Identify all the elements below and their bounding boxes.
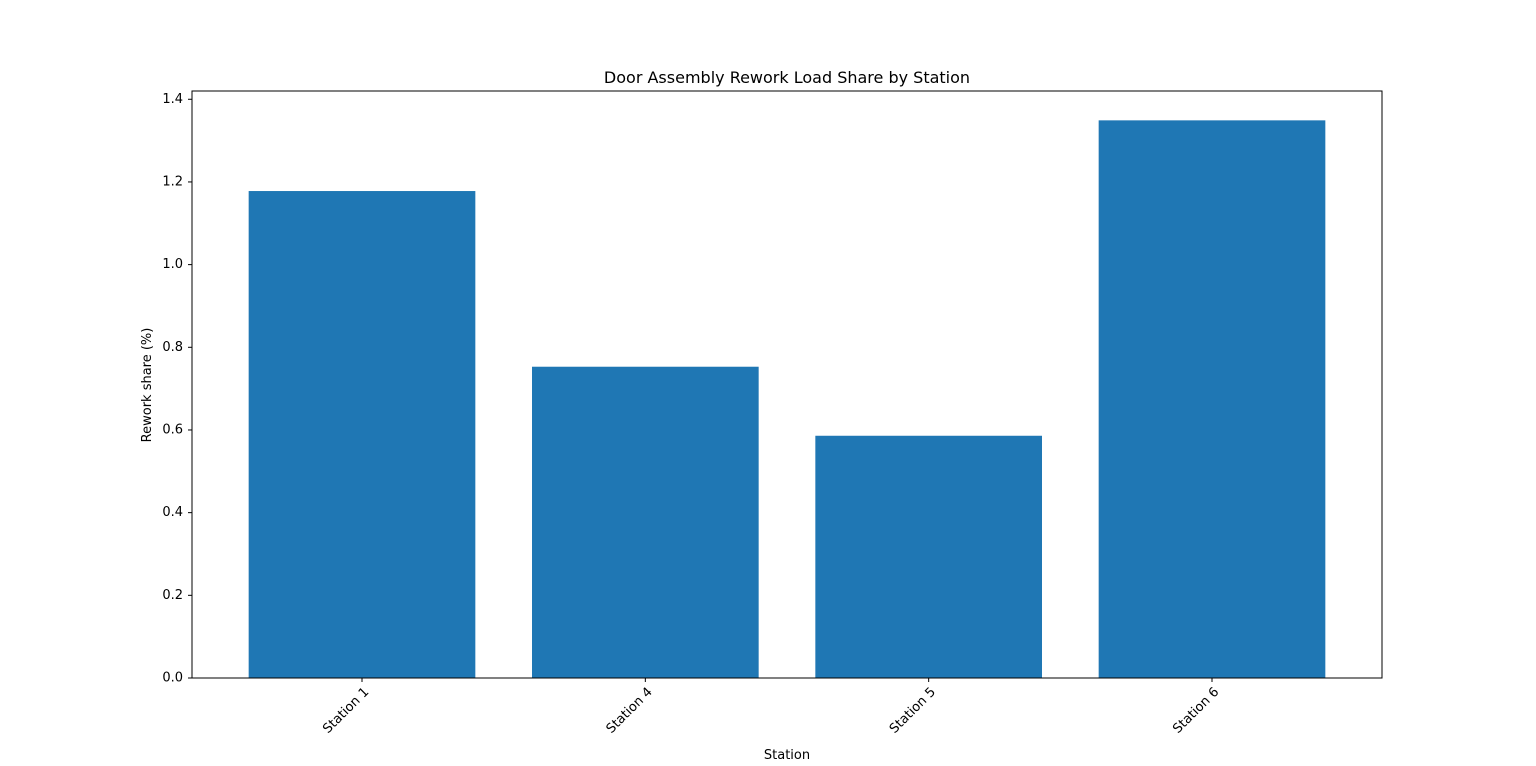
axes-frame [191,90,1383,679]
y-axis-label: Rework share (%) [140,328,155,443]
y-tick-label: 0.0 [162,671,183,686]
y-tick-label: 0.8 [162,340,183,355]
y-tick-label: 1.0 [162,257,183,272]
y-tick-label: 0.2 [162,588,183,603]
bar-station-6 [1098,120,1326,679]
bar-station-1 [248,191,476,678]
bar-station-5 [815,435,1042,678]
x-axis-label: Station [764,748,810,762]
bar-station-4 [532,366,759,678]
bars [248,120,1326,679]
chart-title: Door Assembly Rework Load Share by Stati… [604,68,970,87]
y-tick-label: 0.6 [162,422,183,437]
y-tick-label: 1.2 [162,174,183,189]
y-tick-label: 0.4 [162,505,183,520]
y-axis: 0.0 0.2 0.4 0.6 0.8 1.0 1.2 1.4 [162,92,192,686]
y-tick-label: 1.4 [162,92,183,107]
